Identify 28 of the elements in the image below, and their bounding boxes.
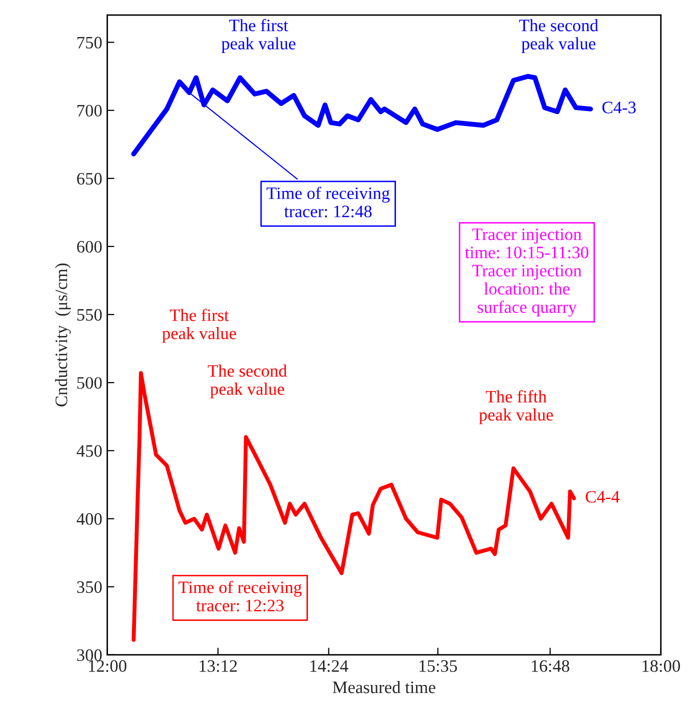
annotation: The first peak value bbox=[162, 308, 236, 343]
y-tick-label: 400 bbox=[76, 513, 102, 525]
x-tick-label: 14:24 bbox=[310, 660, 348, 672]
x-axis-title: Measured time bbox=[332, 680, 436, 694]
annotation: The second peak value bbox=[208, 364, 287, 398]
y-axis-title: Cnductivity (μs/cm) bbox=[55, 264, 71, 406]
x-tick-label: 12:00 bbox=[89, 660, 126, 672]
annotation: The first peak value bbox=[222, 18, 296, 53]
y-tick-label: 300 bbox=[77, 649, 102, 662]
x-tick-label: 15:35 bbox=[420, 660, 457, 672]
x-tick-label: 16:48 bbox=[532, 660, 570, 672]
annotation: Time of receiving tracer: 12:23 bbox=[178, 580, 302, 612]
annotation: The second peak value bbox=[519, 19, 598, 53]
y-tick-label: 650 bbox=[77, 172, 102, 185]
y-tick-label: 500 bbox=[77, 377, 102, 389]
y-tick-label: 600 bbox=[77, 240, 102, 253]
series-label: C4-4 bbox=[586, 490, 620, 503]
x-tick-label: 18:00 bbox=[642, 660, 680, 672]
series-label: C4-3 bbox=[602, 102, 636, 114]
y-tick-label: 750 bbox=[78, 36, 102, 48]
annotation: Time of receiving tracer: 12:48 bbox=[266, 186, 390, 218]
x-tick-label: 13:12 bbox=[200, 660, 237, 672]
y-tick-label: 350 bbox=[77, 581, 102, 593]
y-tick-label: 550 bbox=[77, 309, 102, 321]
y-tick-label: 450 bbox=[76, 445, 102, 457]
annotation: Tracer injection time: 10:15-11:30 Tracer injection location: the surface quarry bbox=[464, 228, 588, 317]
y-tick-label: 700 bbox=[78, 104, 102, 117]
annotation: The fifth peak value bbox=[479, 390, 553, 424]
